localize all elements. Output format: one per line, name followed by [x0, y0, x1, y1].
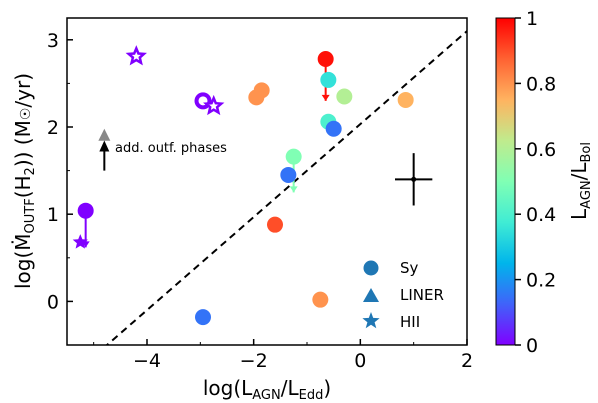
- annotation-gray-triangle: [98, 128, 111, 141]
- colorbar-tick-label-1: 0.2: [526, 270, 556, 292]
- points-layer: [72, 45, 414, 326]
- colorbar-tick-label-2: 0.4: [526, 204, 556, 226]
- data-point-17: [397, 91, 414, 108]
- y-tick-label-2: 2: [47, 117, 59, 139]
- x-tick-label-0: −4: [133, 350, 161, 372]
- x-axis-label: log(LAGN/LEdd): [203, 376, 331, 403]
- data-point-10: [285, 148, 302, 165]
- legend-marker-liner: [363, 288, 379, 302]
- reference-dashed-line: [105, 30, 467, 345]
- reference-line-group: [105, 30, 467, 345]
- annotation-text: add. outf. phases: [115, 141, 227, 156]
- legend-label-hii: HII: [400, 313, 420, 331]
- annotation-arrow-head: [99, 140, 110, 152]
- x-tick-label-2: 0: [354, 350, 366, 372]
- error-cross-center: [411, 176, 417, 182]
- y-axis-label: log(ṀOUTF(H2)) (M☉/yr): [11, 73, 38, 289]
- colorbar: [495, 17, 516, 346]
- data-point-5: [195, 309, 211, 326]
- data-point-13: [320, 71, 337, 88]
- data-point-2: [125, 45, 147, 66]
- y-tick-label-3: 3: [47, 30, 59, 52]
- data-point-15: [325, 120, 342, 137]
- plot-frame: [66, 17, 468, 346]
- data-point-8: [267, 216, 283, 233]
- data-point-9: [280, 166, 297, 183]
- x-tick-label-1: −2: [240, 350, 268, 372]
- data-point-12: [317, 50, 334, 67]
- colorbar-tick-label-4: 0.8: [526, 73, 556, 95]
- legend-label-liner: LINER: [400, 286, 444, 304]
- y-tick-label-0: 0: [47, 291, 59, 313]
- legend-marker-hii: [362, 312, 380, 329]
- data-point-11: [312, 291, 329, 308]
- colorbar-tick-label-0: 0: [526, 335, 538, 357]
- data-point-7: [248, 89, 265, 106]
- colorbar-ticks: 0 0.2 0.4 0.6 0.8 1: [515, 8, 556, 357]
- link-arrowhead-2: [289, 186, 298, 193]
- link-arrowhead-1: [321, 94, 330, 101]
- colorbar-tick-label-5: 1: [526, 8, 538, 30]
- legend: Sy LINER HII: [362, 259, 444, 331]
- ticks-layer: −4 −2 0 2 0 1 2 3: [47, 30, 473, 372]
- legend-label-sy: Sy: [400, 259, 419, 277]
- data-point-16: [336, 88, 353, 105]
- x-tick-label-3: 2: [461, 350, 473, 372]
- overlay-layer: [98, 128, 433, 206]
- legend-marker-sy: [363, 260, 379, 276]
- colorbar-label: LAGN/LBol: [567, 142, 594, 220]
- data-point-0: [77, 202, 94, 219]
- y-tick-label-1: 1: [47, 204, 59, 226]
- data-point-1: [72, 234, 88, 249]
- data-point-4: [203, 94, 225, 116]
- colorbar-tick-label-3: 0.6: [526, 139, 556, 161]
